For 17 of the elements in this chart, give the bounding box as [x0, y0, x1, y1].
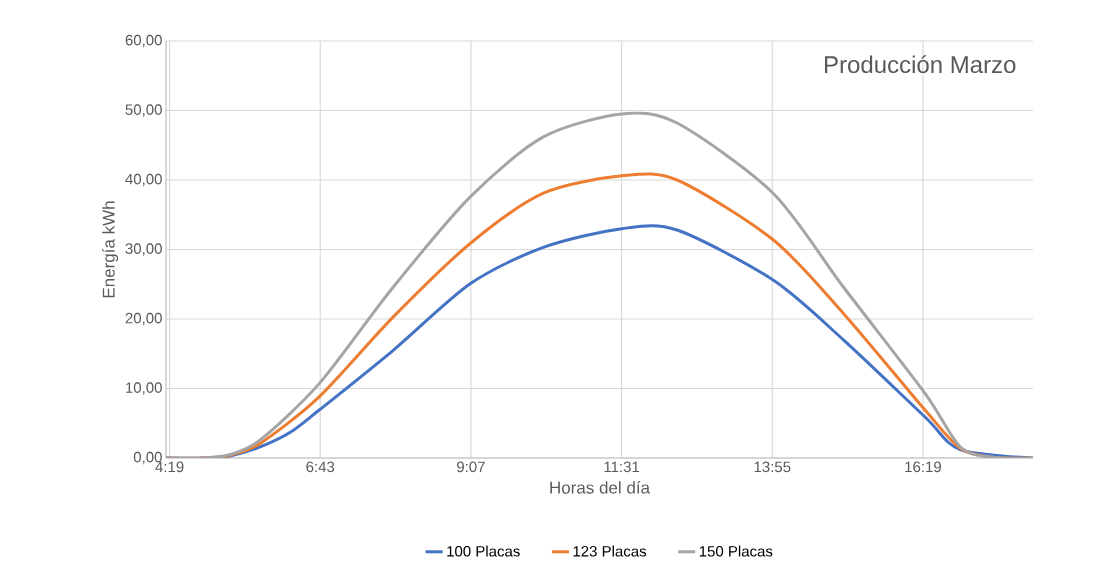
x-tick-label: 11:31	[604, 461, 640, 473]
x-tick-label: 9:07	[457, 461, 485, 473]
y-axis-title: Energía kWh	[102, 201, 119, 298]
y-tick-label: 10,00	[126, 382, 162, 395]
x-axis-title: Horas del día	[550, 481, 651, 494]
chart-title: Producción Marzo	[825, 55, 1016, 74]
x-tick-label: 13:55	[754, 461, 791, 473]
y-tick-label: 50,00	[125, 104, 162, 117]
y-tick-label: 40,00	[125, 173, 162, 187]
x-tick-label: 6:43	[306, 461, 335, 473]
legend-label: 100 Placas	[447, 545, 520, 557]
y-tick-label: 60,00	[125, 34, 162, 48]
y-tick-label: 30,00	[125, 243, 162, 256]
x-tick-label: 16:19	[905, 461, 941, 473]
legend-label: 123 Placas	[573, 545, 647, 557]
y-tick-label: 20,00	[125, 312, 162, 326]
legend-label: 150 Placas	[699, 545, 773, 557]
